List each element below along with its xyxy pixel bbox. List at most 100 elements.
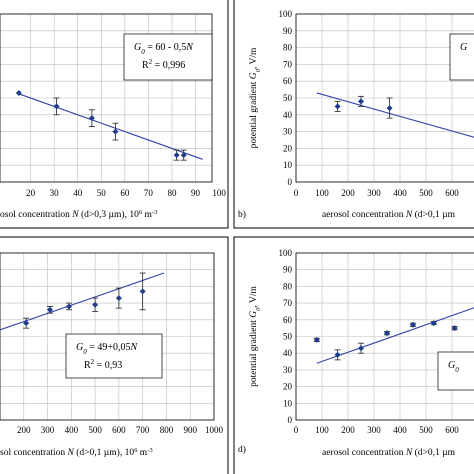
plot-area-frame — [0, 13, 213, 183]
equation-text: G — [460, 42, 467, 53]
regression-line — [316, 307, 474, 364]
x-tick-label: 800 — [160, 425, 174, 435]
x-tick-label: 80 — [167, 188, 177, 198]
x-tick-label: 100 — [315, 425, 329, 435]
data-point — [88, 115, 95, 122]
panel-c-border — [0, 236, 229, 474]
x-tick-label: 600 — [112, 425, 126, 435]
data-point — [313, 336, 320, 343]
y-tick-label: 20 — [283, 143, 293, 153]
y-tick-label: 50 — [283, 332, 293, 342]
data-point — [65, 303, 72, 310]
panel-d: 0100200300400500600701020304050607080901… — [238, 248, 474, 458]
panel-a: 20 30 40 50 60 70 80 90 100 G0 = 60 - 0,5N R2 = 0,… — [0, 13, 226, 221]
x-tick-label: 0 — [294, 425, 299, 435]
y-tick-label: 30 — [283, 365, 293, 375]
x-tick-label: 400 — [393, 188, 407, 198]
panel-c: 200 300 400 500 600 700 800 900 1000 G0 = 49+0,05… — [0, 252, 224, 459]
data-point — [334, 351, 341, 358]
x-tick-label: 70 — [144, 188, 154, 198]
x-tick-label: 0 — [294, 188, 299, 198]
data-point — [15, 89, 22, 96]
data-point — [334, 103, 341, 110]
x-tick-label: 700 — [136, 425, 150, 435]
y-tick-label: 90 — [283, 265, 293, 275]
x-tick-label: 300 — [367, 188, 381, 198]
y-tick-label: 80 — [283, 43, 293, 53]
x-tick-label: 100 — [212, 188, 226, 198]
equation-box — [449, 33, 474, 81]
y-axis-label: potential gradient G0, V/m — [249, 47, 262, 148]
x-axis-label: aerosol concentration N (d>0,1 µm — [322, 447, 456, 458]
data-point — [451, 325, 458, 332]
data-point — [410, 321, 416, 328]
equation-text: G0 = 60 - 0,5N — [134, 42, 194, 56]
data-point — [430, 320, 437, 327]
data-point — [384, 330, 390, 337]
equation-box — [65, 333, 163, 379]
plot-area-frame — [295, 252, 474, 421]
x-tick-label: 200 — [17, 425, 31, 435]
x-tick-label: 600 — [445, 188, 459, 198]
y-tick-label: 0 — [288, 415, 293, 425]
y-axis-label: potential gradient G0, V/m — [249, 285, 262, 386]
y-tick-label: 80 — [283, 281, 293, 291]
x-tick-label: 20 — [26, 188, 36, 198]
panel-d-border — [233, 236, 474, 474]
y-tick-label: 40 — [283, 348, 293, 358]
data-point — [386, 105, 393, 112]
panel-b-border — [233, 0, 474, 229]
y-tick-label: 50 — [283, 93, 293, 103]
data-point — [180, 152, 187, 159]
regression-line — [0, 272, 165, 331]
x-tick-label: 300 — [367, 425, 381, 435]
x-tick-label: 500 — [419, 188, 433, 198]
panel-b: 0100200300400500600701020304050607080901… — [238, 9, 474, 220]
plot-area-frame — [295, 13, 474, 183]
x-axis-label: osol concentration N (d>0,3 µm), 106 m-3 — [0, 209, 158, 221]
x-tick-label: 400 — [393, 425, 407, 435]
y-tick-label: 90 — [283, 26, 293, 36]
x-tick-label: 90 — [191, 188, 201, 198]
r-squared-text: R2 = 0,996 — [142, 58, 185, 71]
x-tick-label: 200 — [341, 188, 355, 198]
data-point — [358, 98, 364, 105]
x-tick-label: 600 — [445, 425, 459, 435]
panel-label: b) — [238, 209, 246, 220]
x-tick-label: 100 — [315, 188, 329, 198]
y-tick-label: 60 — [283, 315, 293, 325]
y-tick-label: 100 — [279, 248, 293, 258]
equation-box — [437, 351, 474, 391]
equation-box — [123, 33, 213, 81]
data-point — [139, 288, 146, 295]
data-point — [23, 320, 30, 327]
y-tick-label: 60 — [283, 76, 293, 86]
y-tick-label: 40 — [283, 110, 293, 120]
equation-text: G0 = 49+0,05N — [76, 342, 139, 356]
regression-line — [316, 92, 474, 138]
data-point — [173, 152, 180, 159]
y-tick-label: 100 — [279, 9, 293, 19]
y-tick-label: 30 — [283, 127, 293, 137]
data-point — [53, 103, 60, 110]
x-tick-label: 200 — [341, 425, 355, 435]
x-tick-label: 300 — [41, 425, 55, 435]
x-tick-label: 40 — [73, 188, 83, 198]
panel-label: d) — [238, 444, 246, 455]
y-tick-label: 10 — [283, 160, 293, 170]
x-tick-label: 60 — [120, 188, 130, 198]
x-tick-label: 30 — [50, 188, 60, 198]
x-axis-label: sol concentration N (d>0,1 µm), 106 m-3 — [0, 447, 153, 459]
x-tick-label: 900 — [183, 425, 197, 435]
panel-a-border — [0, 0, 229, 229]
x-tick-label: 500 — [419, 425, 433, 435]
y-tick-label: 20 — [283, 382, 293, 392]
x-tick-label: 400 — [65, 425, 79, 435]
data-point — [46, 306, 53, 313]
plot-area-frame — [0, 252, 215, 421]
data-point — [358, 345, 364, 352]
data-point — [92, 301, 99, 308]
y-tick-label: 70 — [283, 59, 293, 69]
x-tick-label: 1000 — [205, 425, 224, 435]
